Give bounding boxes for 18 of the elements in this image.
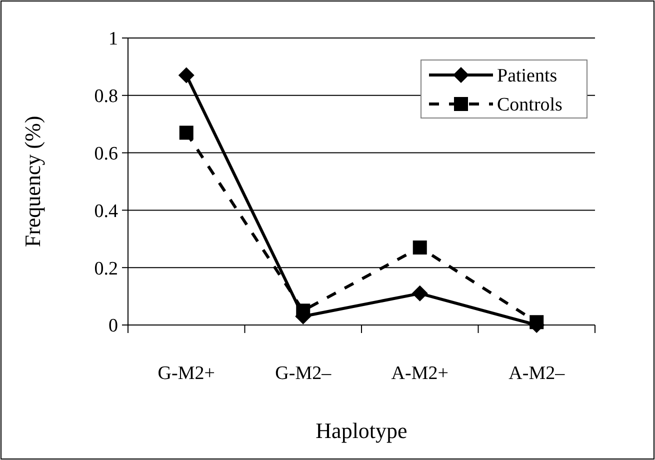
- point: [179, 126, 194, 140]
- y-tick-label: 0: [108, 316, 118, 337]
- x-tick-label: A-M2+: [391, 363, 448, 384]
- y-axis-title: Frequency (%): [20, 116, 45, 248]
- point: [178, 67, 194, 84]
- point: [412, 285, 428, 302]
- x-tick-label: G-M2+: [158, 363, 215, 384]
- legend-label: Controls: [497, 94, 562, 116]
- y-tick-label: 0.4: [94, 200, 118, 222]
- y-tick-label: 0.8: [94, 86, 118, 108]
- y-tick-label: 0.2: [94, 258, 118, 280]
- point: [412, 240, 427, 255]
- x-axis-title: Haplotype: [316, 418, 408, 443]
- legend-label: Patients: [497, 66, 558, 87]
- y-tick-label: 1: [108, 28, 118, 50]
- x-tick-label: G-M2–: [275, 363, 332, 384]
- y-tick-label: 0.6: [94, 143, 118, 164]
- x-tick-label: A-M2–: [508, 363, 566, 384]
